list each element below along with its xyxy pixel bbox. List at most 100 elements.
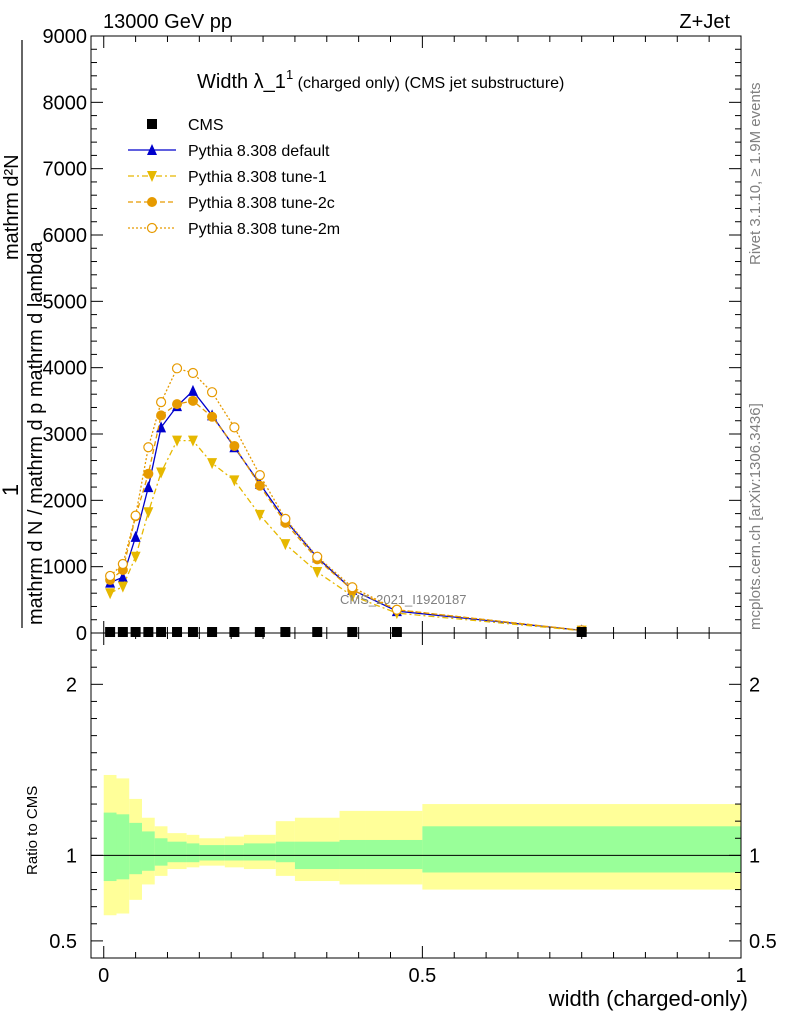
legend-label: Pythia 8.308 tune-1 <box>188 169 327 186</box>
x-tick-label: 0.5 <box>408 965 436 987</box>
series-point <box>391 604 402 615</box>
legend-marker <box>147 197 157 207</box>
stat-band-bin <box>103 812 117 882</box>
series-point <box>187 367 199 379</box>
series-point <box>254 509 265 521</box>
analysis-watermark: CMS_2021_I1920187 <box>340 592 467 607</box>
legend-label: Pythia 8.308 tune-2c <box>188 195 335 212</box>
legend-marker <box>147 119 157 129</box>
ratio-y-tick-label: 0.5 <box>49 931 77 953</box>
stat-band-bin <box>422 826 741 873</box>
series-point <box>254 470 265 481</box>
stat-band-bin <box>129 822 142 875</box>
series-point <box>172 399 183 410</box>
stat-band-bin <box>365 839 423 870</box>
series-point <box>229 422 240 433</box>
y-tick-label: 3000 <box>43 424 88 446</box>
x-axis-label: width (charged-only) <box>548 986 748 1011</box>
y-tick-label: 9000 <box>43 26 88 48</box>
series-point <box>280 513 291 525</box>
header-right: Z+Jet <box>679 11 730 33</box>
ratio-ylabel: Ratio to CMS <box>24 786 41 875</box>
y-tick-label: 6000 <box>43 225 88 247</box>
stat-band-bin <box>224 845 244 861</box>
stat-band-bin <box>275 841 295 863</box>
rivet-label: Rivet 3.1.10, ≥ 1.9M events <box>747 83 764 266</box>
y-tick-label: 5000 <box>43 291 88 313</box>
y-tick-label: 8000 <box>43 92 88 114</box>
series-point <box>206 387 218 398</box>
stat-band-bin <box>116 814 130 880</box>
series-point <box>229 440 240 451</box>
series-point <box>130 510 141 521</box>
header-left: 13000 GeV pp <box>103 11 232 33</box>
stat-band-bin <box>243 843 276 861</box>
ratio-axis-ticks: 0.5 0.51 12 20 0.5 1 <box>49 36 777 987</box>
series-point <box>117 558 128 570</box>
stat-band-bin <box>186 843 200 863</box>
stat-band-bin <box>154 838 168 866</box>
cms-point <box>156 627 167 638</box>
legend-marker <box>147 171 157 182</box>
title-main: Width λ_1 <box>197 71 286 93</box>
legend-label: Pythia 8.308 tune-2m <box>188 221 340 238</box>
mcplots-label: mcplots.cern.ch [arXiv:1306.3436] <box>747 403 764 630</box>
ratio-y-tick-label: 2 <box>66 674 77 696</box>
series-point <box>156 467 167 479</box>
cms-point <box>229 627 240 638</box>
series-point <box>312 566 323 578</box>
ratio-bands <box>103 774 741 916</box>
series-point <box>155 397 167 408</box>
series-point <box>130 530 141 542</box>
series-point <box>207 411 218 422</box>
series-point <box>280 539 291 551</box>
series-point <box>130 551 141 563</box>
cms-point <box>280 627 291 638</box>
ratio-y-tick-label-right: 0.5 <box>749 931 777 953</box>
main-axis-ticks: 0 1000 2000 3000 4000 5000 6000 7000 8000 9000 <box>43 26 742 958</box>
series-point <box>312 551 323 562</box>
series-point <box>187 435 198 447</box>
ratio-y-tick-label: 1 <box>66 845 77 867</box>
y-tick-label: 4000 <box>43 358 88 380</box>
ylabel-one: 1 <box>0 484 23 496</box>
series-point <box>229 475 240 487</box>
cms-point <box>207 627 218 638</box>
cms-point <box>254 627 265 638</box>
y-tick-label: 2000 <box>43 490 88 512</box>
x-tick-label: 1 <box>735 965 746 987</box>
cms-point <box>105 627 116 638</box>
ylabel-top: mathrm d²N <box>1 154 23 260</box>
series-point <box>143 481 154 493</box>
series-point <box>171 363 183 374</box>
series-point <box>187 395 198 406</box>
series-point <box>347 582 358 593</box>
cms-point <box>172 627 183 638</box>
main-panel: 0 1000 2000 3000 4000 5000 6000 7000 8000 9000 <box>43 26 742 958</box>
cms-point <box>143 627 154 638</box>
legend-label: Pythia 8.308 default <box>188 143 330 160</box>
main-ylabel: 1 mathrm d N / mathrm d p mathrm d lambd… <box>0 40 47 628</box>
ratio-y-tick-label-right: 1 <box>749 845 760 867</box>
ratio-panel: 0.5 0.51 12 20 0.5 1 <box>49 36 777 987</box>
ratio-y-tick-label-right: 2 <box>749 674 760 696</box>
title-sup: 1 <box>286 67 293 82</box>
series-point <box>156 410 167 421</box>
plot-title: Width λ_11 (charged only) (CMS jet subst… <box>197 67 564 93</box>
ylabel-denominator: mathrm d N / mathrm d p mathrm d lambda <box>25 241 47 625</box>
stat-band-bin <box>167 841 187 863</box>
ratio-frame <box>90 632 742 959</box>
stat-band-bin <box>199 845 225 861</box>
cms-point <box>347 627 358 638</box>
series-point <box>105 588 116 600</box>
cms-point <box>117 627 128 638</box>
y-tick-label: 0 <box>76 623 87 645</box>
cms-point <box>187 627 198 638</box>
series-point <box>105 570 116 582</box>
series-point <box>143 507 154 519</box>
series-point <box>254 480 265 491</box>
stat-band-bin <box>339 839 366 870</box>
y-tick-label: 7000 <box>43 159 88 181</box>
series-point <box>207 458 218 470</box>
